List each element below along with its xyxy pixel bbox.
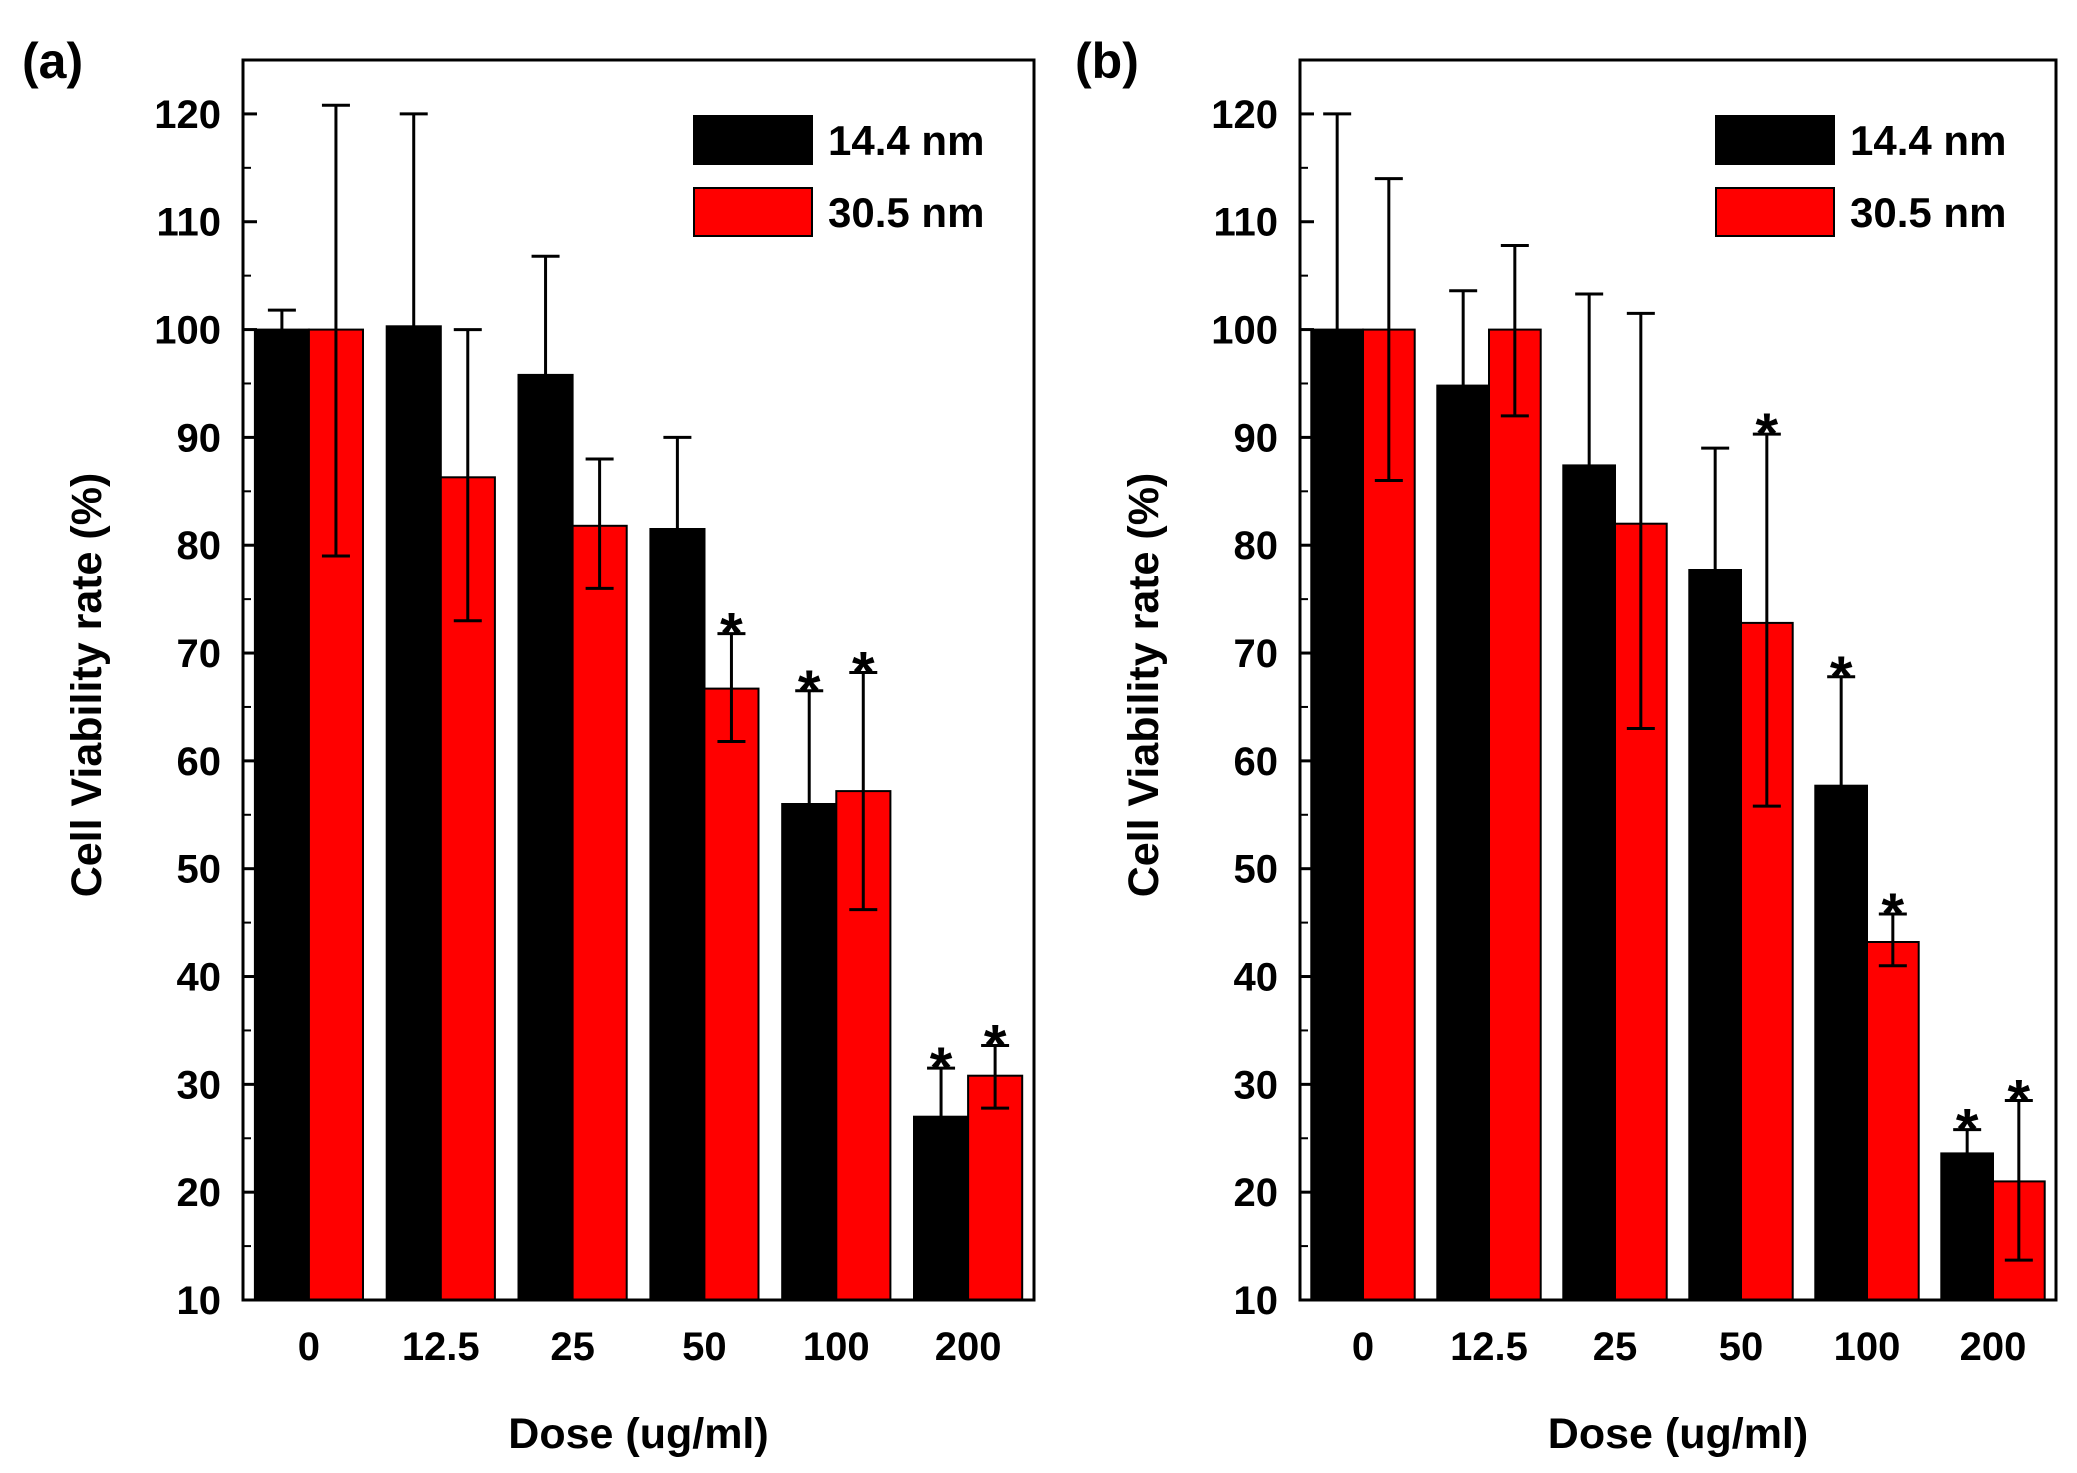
significance-star: * — [720, 602, 743, 667]
bar-red-1 — [1488, 328, 1542, 1302]
bar-black-4 — [781, 803, 838, 1301]
y-tick-label: 90 — [177, 416, 222, 460]
x-tick-label: 100 — [803, 1325, 870, 1369]
legend-label: 14.4 nm — [828, 117, 984, 164]
x-tick-label: 200 — [1960, 1325, 2027, 1369]
y-tick-label: 80 — [177, 524, 222, 568]
bar-black-5 — [1940, 1152, 1995, 1302]
bar-black-5 — [913, 1115, 970, 1301]
bar-red-5 — [967, 1074, 1024, 1301]
y-tick-label: 70 — [1234, 632, 1279, 676]
x-tick-label: 0 — [298, 1325, 320, 1369]
y-tick-label: 60 — [177, 740, 222, 784]
significance-star: * — [852, 640, 875, 705]
bar-red-2 — [571, 524, 628, 1301]
y-tick-label: 110 — [156, 201, 221, 245]
y-tick-label: 110 — [1213, 201, 1278, 245]
significance-star: * — [1882, 882, 1905, 947]
x-tick-label: 50 — [682, 1325, 727, 1369]
x-tick-label: 12.5 — [402, 1325, 480, 1369]
y-tick-label: 50 — [1234, 848, 1279, 892]
x-tick-label: 25 — [550, 1325, 595, 1369]
x-axis-title: Dose (ug/ml) — [1548, 1410, 1808, 1458]
bar-black-2 — [517, 373, 574, 1301]
y-tick-label: 10 — [1234, 1279, 1279, 1323]
y-tick-label: 40 — [1234, 956, 1279, 1000]
x-tick-label: 200 — [935, 1325, 1002, 1369]
y-tick-label: 20 — [1234, 1171, 1279, 1215]
y-tick-label: 70 — [177, 632, 222, 676]
x-axis-title: Dose (ug/ml) — [508, 1410, 768, 1458]
panel-label: (b) — [1075, 33, 1139, 89]
significance-star: * — [984, 1014, 1007, 1079]
bar-black-0 — [1310, 328, 1365, 1302]
x-tick-label: 50 — [1719, 1325, 1764, 1369]
panel-label: (a) — [22, 33, 83, 89]
bar-red-4 — [1866, 941, 1920, 1301]
y-tick-label: 100 — [1211, 309, 1278, 353]
legend-swatch-black — [1715, 115, 1835, 165]
bar-black-0 — [253, 328, 310, 1302]
y-tick-label: 120 — [1211, 93, 1278, 137]
plot-frame — [1298, 58, 2058, 1302]
significance-star: * — [1830, 645, 1853, 710]
y-tick-label: 30 — [1234, 1063, 1279, 1107]
plot-frame — [241, 58, 1036, 1302]
y-tick-label: 90 — [1234, 416, 1279, 460]
y-tick-label: 20 — [177, 1171, 222, 1215]
y-tick-label: 10 — [177, 1279, 222, 1323]
x-tick-label: 12.5 — [1450, 1325, 1528, 1369]
bar-black-4 — [1814, 784, 1869, 1301]
y-axis-title: Cell Viability rate (%) — [63, 473, 111, 898]
y-tick-label: 40 — [177, 956, 222, 1000]
legend-label: 14.4 nm — [1850, 117, 2006, 164]
bar-black-1 — [1436, 384, 1491, 1302]
bar-black-3 — [649, 528, 706, 1301]
bar-black-1 — [385, 325, 442, 1301]
x-tick-label: 25 — [1593, 1325, 1638, 1369]
significance-star: * — [798, 659, 821, 724]
y-tick-label: 100 — [154, 309, 221, 353]
y-tick-label: 60 — [1234, 740, 1279, 784]
legend-swatch-red — [693, 187, 813, 237]
significance-star: * — [930, 1036, 953, 1101]
legend-swatch-black — [693, 115, 813, 165]
bar-red-0 — [1362, 328, 1416, 1302]
panel-b: (b) * * * * * 10 20 30 40 50 60 70 80 90 100 110 120 0 12.5… — [1075, 33, 2058, 1458]
x-tick-label: 0 — [1352, 1325, 1374, 1369]
y-tick-label: 30 — [177, 1063, 222, 1107]
legend-swatch-red — [1715, 187, 1835, 237]
significance-star: * — [2008, 1069, 2031, 1134]
y-tick-label: 50 — [177, 848, 222, 892]
y-tick-label: 80 — [1234, 524, 1279, 568]
x-tick-label: 100 — [1834, 1325, 1901, 1369]
y-axis-title: Cell Viability rate (%) — [1120, 473, 1168, 898]
panel-a: (a) * * * * * 10 20 30 40 50 60 70 80 90 100 110 120 0 12.5… — [22, 33, 1036, 1458]
legend-label: 30.5 nm — [1850, 189, 2006, 236]
significance-star: * — [1756, 402, 1779, 467]
legend-label: 30.5 nm — [828, 189, 984, 236]
y-tick-label: 120 — [154, 93, 221, 137]
significance-star: * — [1956, 1098, 1979, 1163]
bar-red-3 — [703, 687, 760, 1301]
bar-black-3 — [1688, 569, 1743, 1301]
bar-black-2 — [1562, 464, 1617, 1301]
